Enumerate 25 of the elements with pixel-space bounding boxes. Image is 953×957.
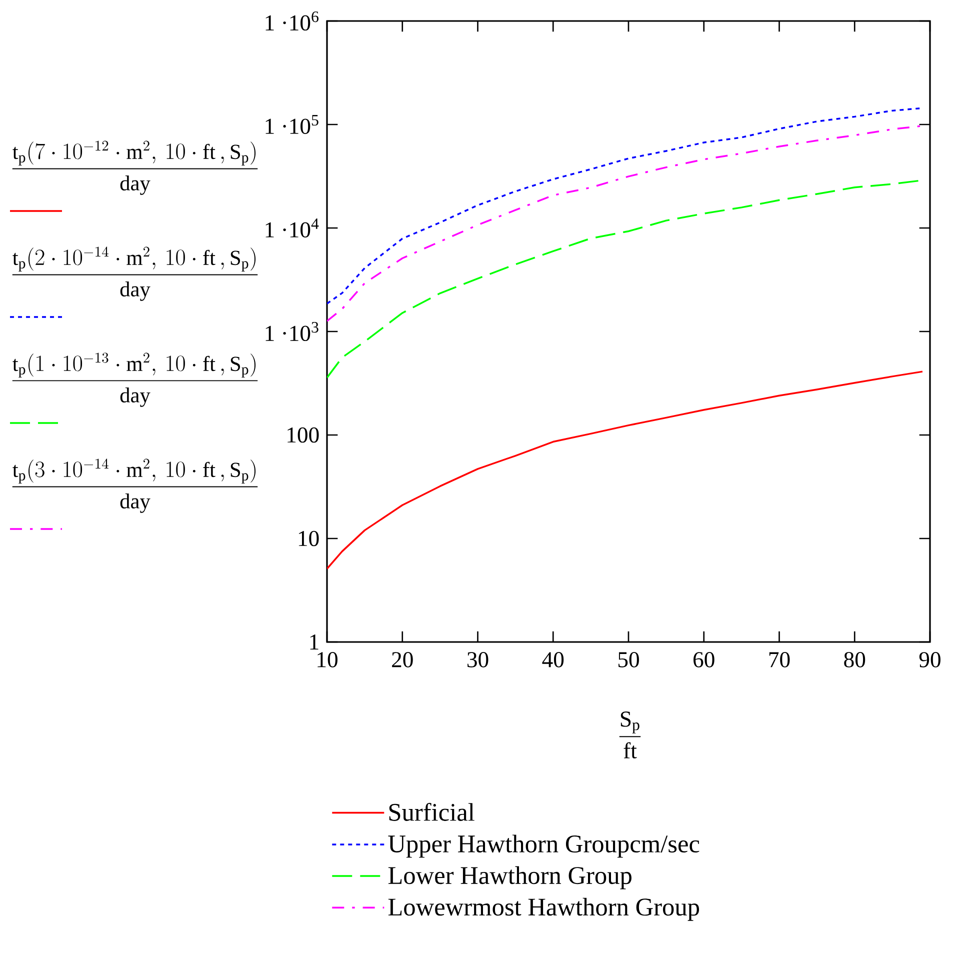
x-tick-label: 70 [769, 652, 790, 668]
x-tick-label: 20 [392, 652, 413, 668]
x-tick-label: 60 [694, 652, 714, 668]
y-tick-label: 1 ·10$^{3}$ [266, 322, 318, 342]
legend-label: Upper Hawthorn Groupcm/sec [388, 834, 700, 858]
text: $\dfrac{\mathrm{t_p}\!\left(3\cdot 10^{-14}\cdot\mathrm{m}^{2},\, 10\cdot\mathrm{ft}\,,\mathrm{S_p}\right)}{\mathrm{day}}$ [12, 458, 258, 513]
x-tick-label: 90 [919, 652, 940, 668]
x-axis-title: $\dfrac{\mathrm{S_p}}{\mathrm{ft}}$ [619, 712, 641, 758]
x-tick-label: 30 [468, 652, 488, 668]
text: $\dfrac{\mathrm{t_p}\!\left(1\cdot 10^{-13}\cdot\mathrm{m}^{2},\, 10\cdot\mathrm{ft}\,,\mathrm{S_p}\right)}{\mathrm{day}}$ [12, 352, 258, 407]
y-tick-label: 1 [310, 634, 318, 650]
x-tick-label: 50 [618, 652, 639, 668]
y-tick-label: 1 ·10$^{6}$ [266, 11, 318, 31]
x-tick-label: 80 [844, 652, 866, 668]
y-tick-label: 10 [298, 530, 319, 546]
legend-label: Lower Hawthorn Group [388, 866, 632, 890]
y-tick-label: 1 ·10$^{4}$ [266, 218, 319, 238]
x-tick-label: 40 [542, 652, 564, 668]
x-tick-label: 10 [318, 652, 338, 668]
y-tick-label: 1 ·10$^{5}$ [266, 115, 318, 134]
legend-label: Surficial [389, 802, 474, 821]
text: $\dfrac{\mathrm{t_p}\!\left(7\cdot 10^{-12}\cdot\mathrm{m}^{2},\, 10\cdot\mathrm{ft}\,,\mathrm{S_p}\right)}{\mathrm{day}}$ [12, 140, 258, 195]
text: $\dfrac{\mathrm{t_p}\!\left(2\cdot 10^{-14}\cdot\mathrm{m}^{2},\, 10\cdot\mathrm{ft}\,,\mathrm{S_p}\right)}{\mathrm{day}}$ [12, 246, 258, 301]
y-tick-label: 100 [288, 427, 319, 443]
legend-label: Lowewrmost Hawthorn Group [388, 898, 700, 921]
